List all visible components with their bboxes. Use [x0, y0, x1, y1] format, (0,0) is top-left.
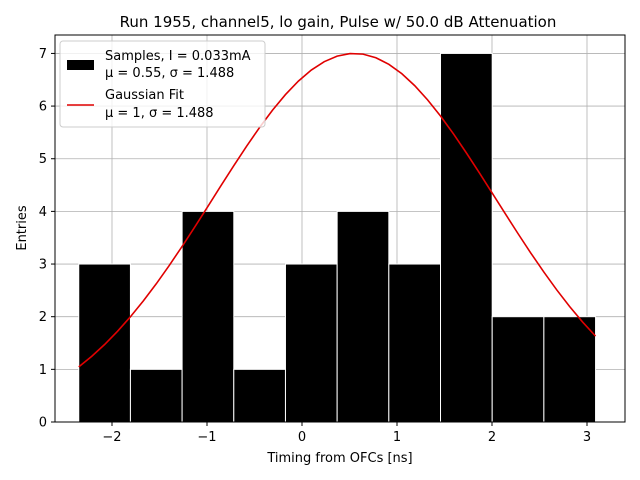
histogram-bar	[233, 368, 286, 423]
histogram-bar	[129, 368, 183, 423]
y-tick-label: 3	[39, 258, 47, 273]
legend-samples-swatch	[67, 60, 94, 70]
x-tick-label: −2	[102, 430, 121, 445]
x-tick-label: 1	[393, 430, 401, 445]
histogram-bar	[181, 210, 235, 423]
histogram-bar	[336, 210, 390, 423]
y-tick-label: 5	[39, 152, 47, 167]
x-tick-label: 2	[488, 430, 496, 445]
legend-samples-label: Samples, I = 0.033mA	[105, 49, 251, 64]
legend-box	[59, 40, 266, 128]
y-tick-label: 2	[39, 310, 47, 325]
x-axis-label: Timing from OFCs [ns]	[266, 451, 412, 466]
x-tick-label: −1	[197, 430, 216, 445]
histogram-bar	[284, 263, 338, 423]
gaussian-fit	[78, 52, 597, 368]
histogram-bar	[543, 316, 597, 423]
x-tick-label: 3	[583, 430, 591, 445]
legend-fit-stats: μ = 1, σ = 1.488	[105, 106, 214, 121]
x-tick-label: 0	[298, 430, 306, 445]
plot-frame	[54, 34, 626, 423]
y-tick-label: 6	[39, 100, 47, 115]
histogram-bar	[388, 263, 442, 423]
legend-fit-label: Gaussian Fit	[105, 88, 184, 103]
x-axis-ticks: −2 −1 0 1 2 3	[102, 422, 591, 445]
legend-samples-stats: μ = 0.55, σ = 1.488	[105, 66, 234, 81]
y-tick-label: 7	[39, 47, 47, 62]
y-axis-ticks: 0 1 2 3 4 5 6 7	[39, 47, 55, 431]
legend: Samples, I = 0.033mA μ = 0.55, σ = 1.488…	[59, 40, 266, 128]
histogram-bars	[78, 52, 597, 423]
gaussian-fit-curve	[78, 52, 597, 368]
histogram-bar	[440, 52, 493, 423]
histogram-bar	[78, 263, 131, 423]
y-tick-label: 4	[39, 205, 47, 220]
y-axis-label: Entries	[15, 205, 30, 251]
y-tick-label: 0	[39, 416, 47, 431]
histogram-bar	[491, 316, 545, 423]
chart-title: Run 1955, channel5, lo gain, Pulse w/ 50…	[120, 13, 557, 31]
y-tick-label: 1	[39, 363, 47, 378]
